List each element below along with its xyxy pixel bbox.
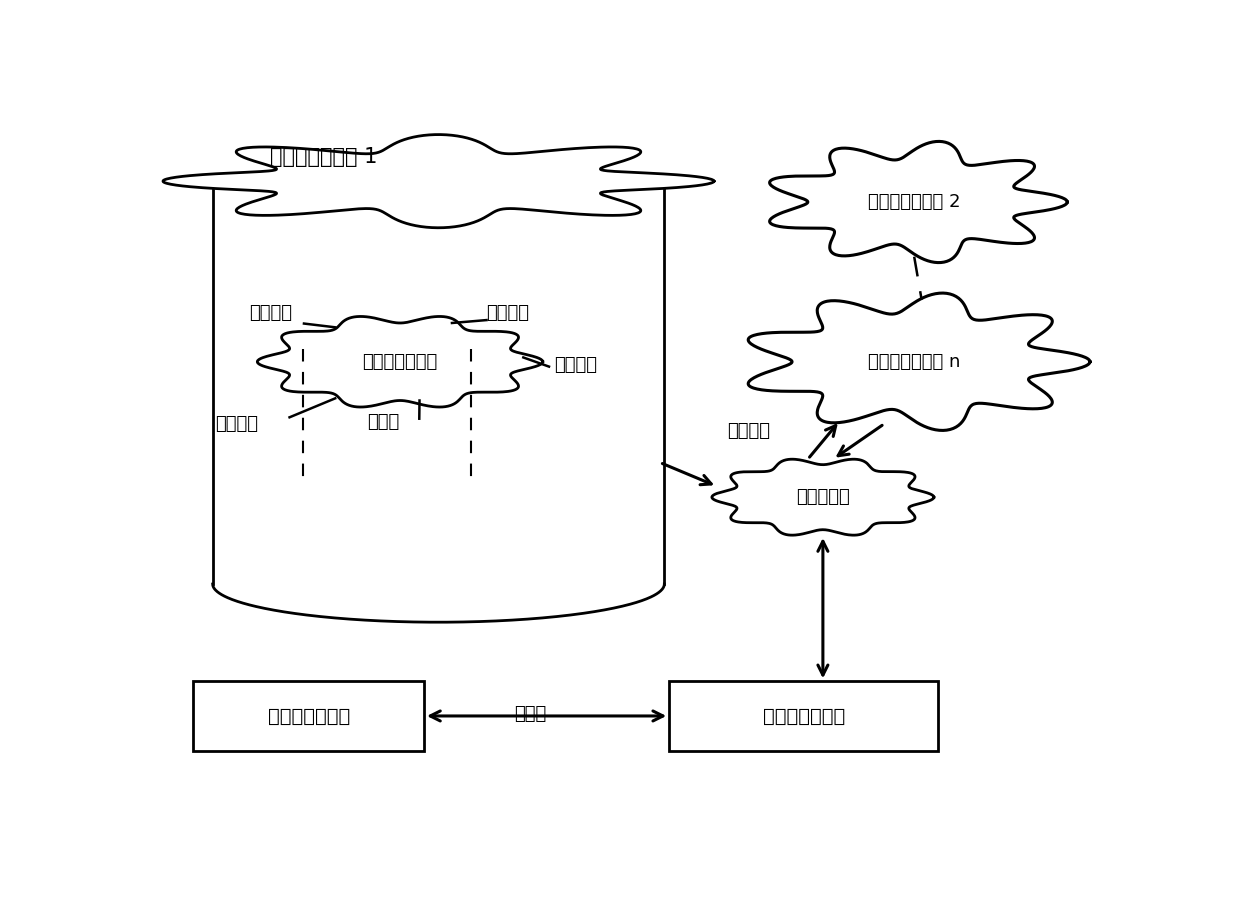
Text: 无线路由控制器: 无线路由控制器: [362, 353, 438, 371]
Text: 区域控制子系统 1: 区域控制子系统 1: [270, 147, 378, 167]
Polygon shape: [748, 293, 1090, 430]
Bar: [193, 681, 424, 750]
Text: 区域控制子系统 n: 区域控制子系统 n: [868, 353, 960, 371]
Text: 电源控制: 电源控制: [486, 304, 529, 322]
Text: 空调控制: 空调控制: [216, 415, 259, 433]
Text: 远程监控计算机: 远程监控计算机: [268, 706, 350, 725]
Text: 中心控制计算机: 中心控制计算机: [763, 706, 844, 725]
Text: 传感器: 传感器: [367, 413, 399, 431]
Polygon shape: [258, 317, 543, 407]
Polygon shape: [770, 142, 1068, 262]
Text: 窗帘控制: 窗帘控制: [554, 356, 596, 374]
Polygon shape: [712, 459, 934, 535]
Bar: [670, 681, 939, 750]
Text: 无线协调器: 无线协调器: [796, 488, 849, 506]
Text: 以太网: 以太网: [513, 704, 546, 723]
Text: 区域控制子系统 2: 区域控制子系统 2: [868, 193, 961, 211]
Polygon shape: [162, 181, 714, 584]
Text: 灯光控制: 灯光控制: [249, 304, 293, 322]
Polygon shape: [162, 134, 714, 228]
Text: 无线网络: 无线网络: [727, 422, 770, 440]
